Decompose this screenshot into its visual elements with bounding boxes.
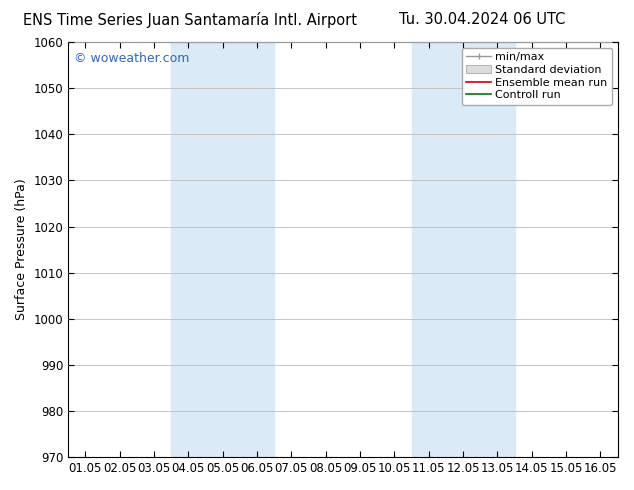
Bar bbox=[171, 42, 275, 457]
Legend: min/max, Standard deviation, Ensemble mean run, Controll run: min/max, Standard deviation, Ensemble me… bbox=[462, 48, 612, 105]
Text: ENS Time Series Juan Santamaría Intl. Airport: ENS Time Series Juan Santamaría Intl. Ai… bbox=[23, 12, 357, 28]
Text: © woweather.com: © woweather.com bbox=[74, 52, 189, 66]
Text: Tu. 30.04.2024 06 UTC: Tu. 30.04.2024 06 UTC bbox=[399, 12, 565, 27]
Y-axis label: Surface Pressure (hPa): Surface Pressure (hPa) bbox=[15, 179, 28, 320]
Bar bbox=[411, 42, 515, 457]
